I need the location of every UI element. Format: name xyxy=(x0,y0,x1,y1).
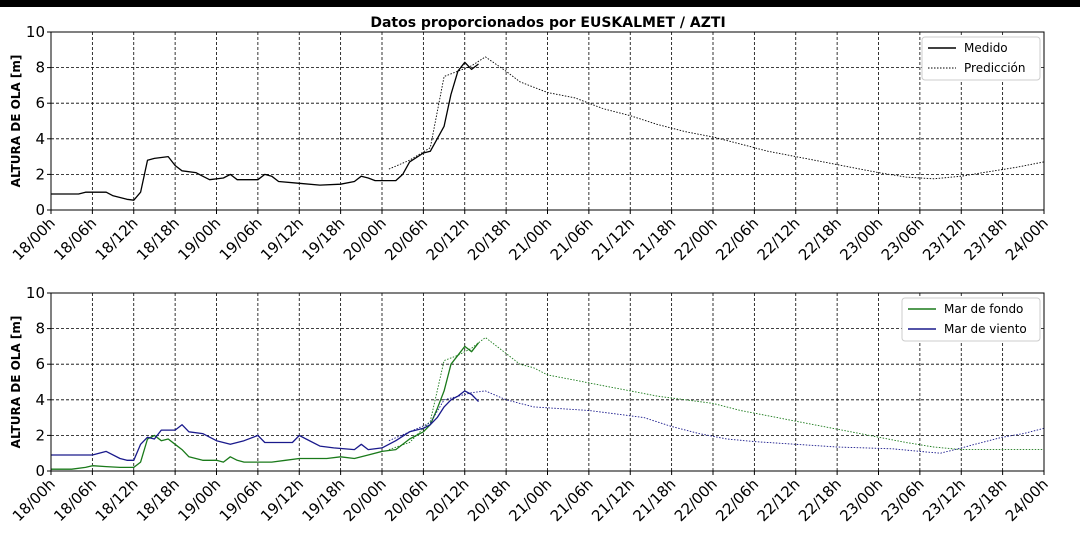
figure-title: Datos proporcionados por EUSKALMET / AZT… xyxy=(370,15,725,31)
x-tick-label: 20/12h xyxy=(423,214,473,264)
x-tick-label: 18/00h xyxy=(9,475,59,525)
legend: Mar de fondo Mar de viento xyxy=(901,297,1041,342)
x-tick-label: 23/00h xyxy=(836,214,886,264)
x-tick-label: 18/12h xyxy=(92,214,142,264)
legend-box xyxy=(901,297,1041,342)
y-tick-label: 10 xyxy=(26,284,45,302)
x-tick-label: 20/18h xyxy=(464,475,514,525)
y-tick-label: 2 xyxy=(35,426,45,444)
x-tick-label: 19/00h xyxy=(174,214,224,264)
x-tick-label: 21/06h xyxy=(547,214,597,264)
x-tick-label: 19/12h xyxy=(257,214,307,264)
x-tick-label: 19/06h xyxy=(216,475,266,525)
y-tick-label: 4 xyxy=(35,130,45,148)
y-tick-label: 4 xyxy=(35,391,45,409)
top-bar xyxy=(0,0,1080,7)
y-axis-label: ALTURA DE OLA [m] xyxy=(9,316,23,449)
x-tick-label: 18/12h xyxy=(92,475,142,525)
x-tick-label: 22/00h xyxy=(671,475,721,525)
y-tick-label: 2 xyxy=(35,165,45,183)
x-tick-label: 22/12h xyxy=(754,214,804,264)
x-tick-label: 23/18h xyxy=(960,475,1010,525)
legend: Medido Predicción xyxy=(921,36,1041,81)
x-tick-label: 21/18h xyxy=(629,475,679,525)
x-tick-label: 19/00h xyxy=(174,475,224,525)
axes-frame xyxy=(50,292,1045,472)
x-tick-label: 18/18h xyxy=(133,475,183,525)
y-tick-label: 6 xyxy=(35,94,45,112)
x-tick-label: 22/12h xyxy=(754,475,804,525)
y-tick-label: 0 xyxy=(35,462,45,480)
x-tick-label: 21/12h xyxy=(588,214,638,264)
series-medido xyxy=(51,61,479,201)
x-tick-label: 23/12h xyxy=(919,475,969,525)
y-tick-label: 0 xyxy=(35,201,45,219)
x-tick-label: 21/00h xyxy=(505,475,555,525)
x-tick-label: 20/18h xyxy=(464,214,514,264)
x-tick-label: 19/06h xyxy=(216,214,266,264)
axes-frame xyxy=(50,31,1045,211)
plot-area xyxy=(51,32,1044,210)
y-axis-label: ALTURA DE OLA [m] xyxy=(9,55,23,188)
x-tick-label: 20/06h xyxy=(381,475,431,525)
x-tick-label: 20/06h xyxy=(381,214,431,264)
y-tick-label: 10 xyxy=(26,23,45,41)
x-tick-label: 18/18h xyxy=(133,214,183,264)
legend-label: Mar de fondo xyxy=(944,302,1023,316)
x-tick-label: 22/18h xyxy=(795,475,845,525)
legend-label: Medido xyxy=(964,41,1008,55)
legend-label: Predicción xyxy=(964,61,1026,75)
x-tick-label: 22/00h xyxy=(671,214,721,264)
x-tick-label: 23/06h xyxy=(878,475,928,525)
x-tick-label: 23/00h xyxy=(836,475,886,525)
x-tick-label: 20/12h xyxy=(423,475,473,525)
x-tick-label: 19/18h xyxy=(298,214,348,264)
series-mar-de-viento xyxy=(51,390,479,461)
x-tick-label: 23/06h xyxy=(878,214,928,264)
series-predicción xyxy=(388,56,1045,180)
x-tick-label: 21/00h xyxy=(505,214,555,264)
series-mar-de-viento-pred xyxy=(388,390,1045,454)
x-tick-label: 24/00h xyxy=(1002,475,1052,525)
y-tick-label: 6 xyxy=(35,355,45,373)
x-tick-label: 18/06h xyxy=(50,214,100,264)
x-tick-label: 22/06h xyxy=(712,475,762,525)
legend-label: Mar de viento xyxy=(944,322,1027,336)
x-tick-label: 23/18h xyxy=(960,214,1010,264)
x-tick-label: 20/00h xyxy=(340,214,390,264)
y-tick-label: 8 xyxy=(35,59,45,77)
x-tick-label: 20/00h xyxy=(340,475,390,525)
x-tick-label: 23/12h xyxy=(919,214,969,264)
x-tick-label: 21/06h xyxy=(547,475,597,525)
chart-medido-prediccion: 18/00h18/06h18/12h18/18h19/00h19/06h19/1… xyxy=(9,23,1052,264)
x-tick-label: 24/00h xyxy=(1002,214,1052,264)
series-mar-de-fondo-pred xyxy=(388,337,1044,451)
chart-fondo-viento: 18/00h18/06h18/12h18/18h19/00h19/06h19/1… xyxy=(9,284,1052,525)
y-tick-label: 8 xyxy=(35,320,45,338)
x-tick-label: 19/12h xyxy=(257,475,307,525)
x-tick-label: 18/00h xyxy=(9,214,59,264)
x-tick-label: 18/06h xyxy=(50,475,100,525)
x-tick-label: 21/18h xyxy=(629,214,679,264)
x-tick-label: 22/18h xyxy=(795,214,845,264)
x-tick-label: 19/18h xyxy=(298,475,348,525)
x-tick-label: 21/12h xyxy=(588,475,638,525)
x-tick-label: 22/06h xyxy=(712,214,762,264)
